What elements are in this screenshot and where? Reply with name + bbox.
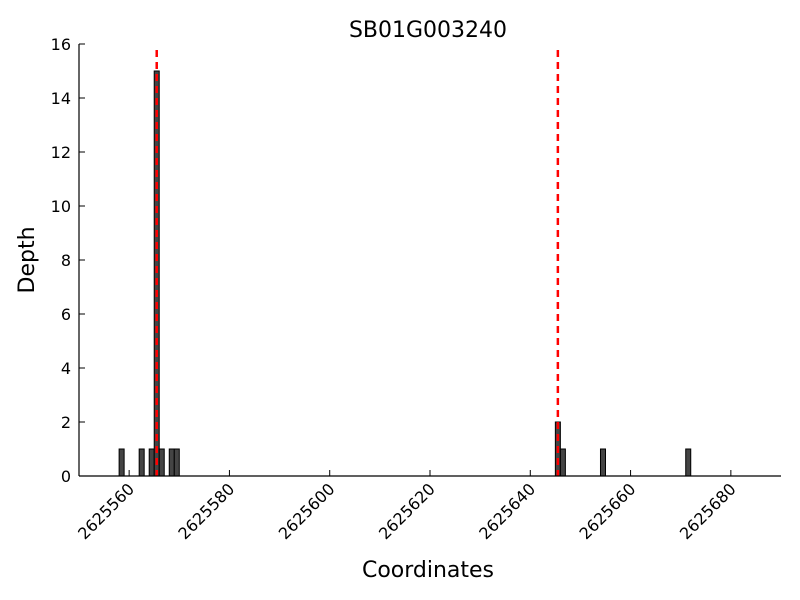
y-tick-label: 0: [61, 467, 71, 486]
y-tick-label: 8: [61, 251, 71, 270]
x-tick-label: 2625580: [174, 479, 238, 543]
chart-title: SB01G003240: [349, 18, 507, 43]
x-tick-label: 2625680: [676, 479, 740, 543]
y-tick-label: 4: [61, 359, 71, 378]
x-tick-label: 2625600: [275, 479, 339, 543]
bar: [685, 448, 692, 477]
y-tick-label: 6: [61, 305, 71, 324]
y-tick-label: 14: [51, 89, 71, 108]
bar: [138, 448, 145, 477]
x-axis-label: Coordinates: [362, 558, 494, 583]
x-tick-label: 2625640: [475, 479, 539, 543]
y-tick-label: 16: [51, 35, 71, 54]
bar: [168, 448, 175, 477]
x-tick-label: 2625660: [576, 479, 640, 543]
bar: [158, 448, 165, 477]
bar: [148, 448, 155, 477]
bar: [118, 448, 125, 477]
bar: [173, 448, 180, 477]
y-tick-label: 2: [61, 413, 71, 432]
bar: [599, 448, 607, 477]
bar: [559, 448, 566, 477]
x-tick-label: 2625620: [375, 479, 439, 543]
y-tick-label: 12: [51, 143, 71, 162]
y-axis-label: Depth: [15, 226, 40, 293]
plot-area: 0 2 4 6 8 10 12 14 16 2625560 2625580 2625600 262562…: [51, 35, 740, 543]
x-tick-label: 2625560: [74, 479, 138, 543]
y-tick-label: 10: [51, 197, 71, 216]
